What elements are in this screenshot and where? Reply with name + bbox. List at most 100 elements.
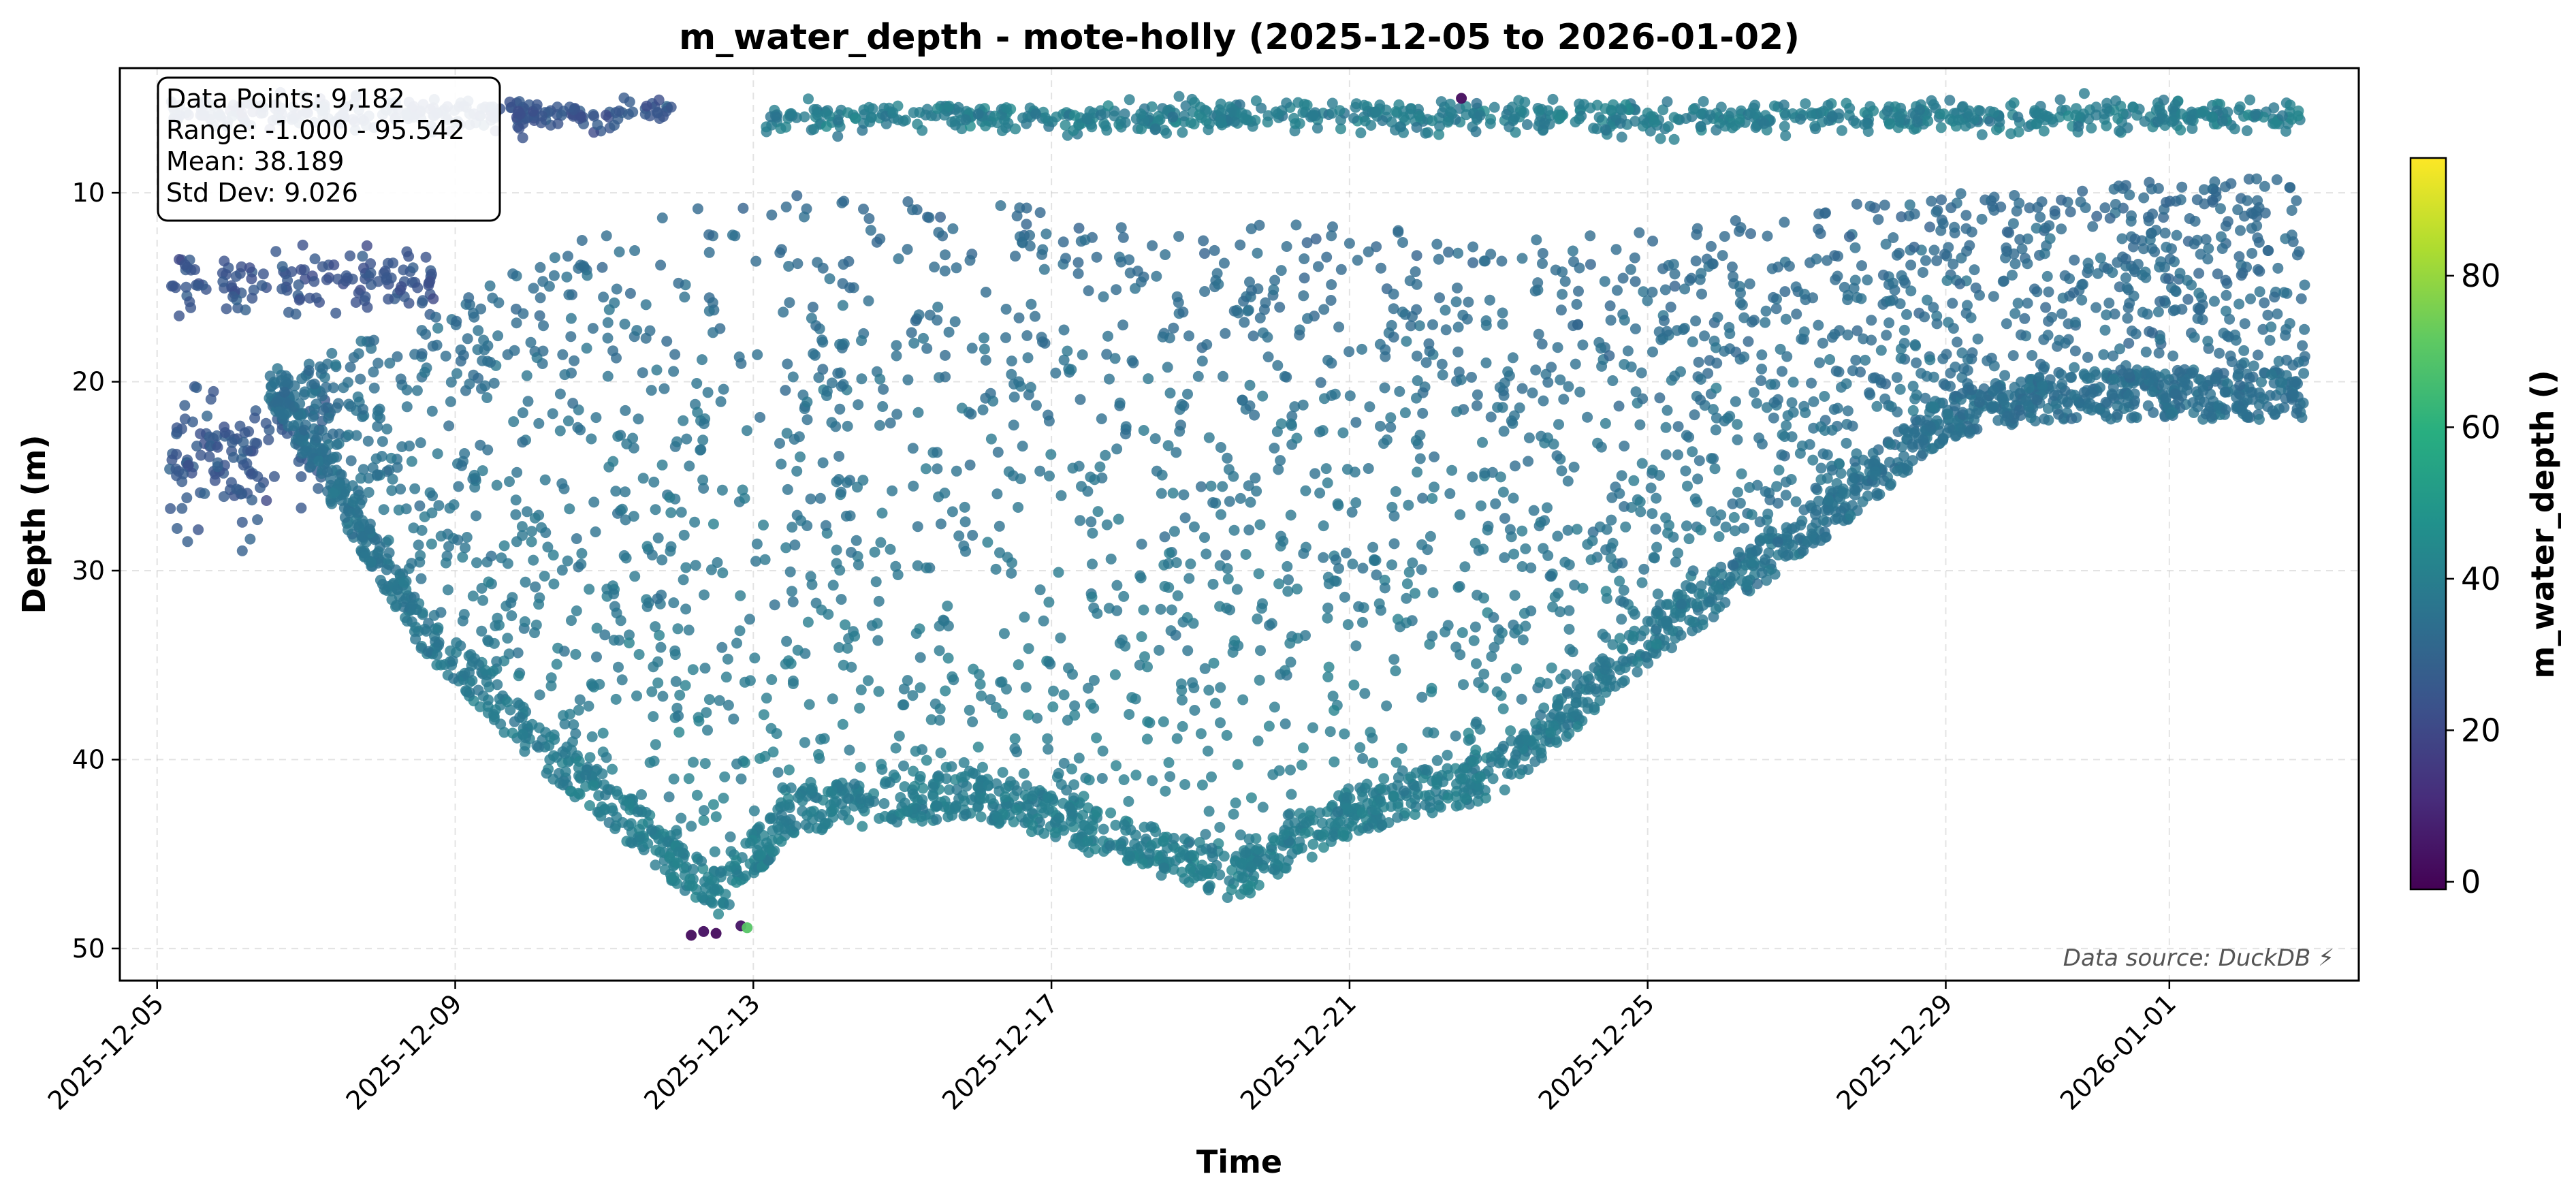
data-point bbox=[863, 102, 874, 113]
data-point bbox=[1208, 579, 1219, 590]
data-point bbox=[806, 313, 817, 323]
data-point bbox=[2091, 211, 2102, 222]
data-point bbox=[1355, 127, 1366, 138]
data-point bbox=[1524, 432, 1535, 443]
data-point bbox=[552, 118, 563, 129]
data-point bbox=[1694, 455, 1705, 466]
data-point bbox=[1214, 822, 1225, 833]
data-point bbox=[1719, 346, 1730, 357]
data-point bbox=[2100, 325, 2111, 336]
data-point bbox=[1717, 250, 1728, 261]
data-point bbox=[2193, 268, 2204, 279]
data-point bbox=[2208, 197, 2219, 208]
data-point bbox=[247, 494, 257, 505]
data-point bbox=[708, 799, 719, 810]
data-point bbox=[592, 623, 603, 634]
data-point bbox=[631, 325, 642, 336]
data-point bbox=[1286, 418, 1297, 429]
data-point bbox=[1103, 100, 1114, 111]
data-point bbox=[832, 131, 843, 142]
data-point bbox=[1215, 442, 1226, 453]
data-point bbox=[1908, 381, 1919, 392]
data-point bbox=[1412, 466, 1422, 477]
data-point bbox=[1118, 232, 1129, 243]
data-point bbox=[960, 114, 971, 125]
data-point bbox=[2087, 221, 2098, 232]
data-point bbox=[1200, 549, 1211, 560]
data-point bbox=[1714, 531, 1725, 542]
data-point bbox=[1444, 488, 1455, 499]
data-point bbox=[212, 442, 223, 453]
data-point bbox=[1761, 306, 1772, 317]
data-point bbox=[2233, 104, 2244, 115]
data-point bbox=[1616, 104, 1627, 115]
data-point bbox=[255, 482, 266, 493]
data-point bbox=[2005, 128, 2016, 139]
data-point bbox=[695, 445, 705, 456]
data-point bbox=[818, 458, 829, 469]
data-point bbox=[1245, 380, 1256, 391]
data-point bbox=[1977, 129, 1988, 140]
data-point bbox=[1044, 471, 1055, 481]
data-point bbox=[1160, 581, 1171, 592]
data-point bbox=[586, 434, 597, 445]
data-point bbox=[1920, 255, 1931, 266]
data-point bbox=[1841, 438, 1852, 449]
data-point bbox=[1811, 253, 1822, 264]
data-point bbox=[1325, 726, 1336, 737]
data-point bbox=[816, 809, 827, 820]
data-point bbox=[1673, 421, 1684, 432]
data-point bbox=[276, 283, 287, 294]
data-point bbox=[708, 519, 719, 530]
data-point bbox=[2014, 197, 2024, 208]
data-point bbox=[1696, 121, 1706, 132]
data-point bbox=[559, 646, 570, 656]
data-point bbox=[788, 372, 799, 383]
data-point bbox=[1347, 558, 1358, 569]
data-point bbox=[1498, 703, 1509, 714]
data-point bbox=[1092, 608, 1102, 619]
data-point bbox=[1591, 123, 1602, 134]
data-point bbox=[2154, 348, 2165, 359]
data-point bbox=[1177, 695, 1188, 706]
data-point bbox=[781, 636, 792, 647]
data-point bbox=[1135, 108, 1146, 119]
data-point bbox=[878, 384, 889, 395]
data-point bbox=[2016, 330, 2026, 340]
data-point bbox=[1040, 229, 1051, 240]
data-point bbox=[603, 333, 614, 344]
data-point bbox=[902, 375, 913, 385]
data-point bbox=[1634, 227, 1644, 238]
data-point bbox=[932, 463, 942, 474]
data-point bbox=[1563, 476, 1574, 487]
data-point bbox=[980, 121, 991, 131]
data-point bbox=[1708, 259, 1719, 270]
data-point bbox=[1077, 810, 1088, 821]
data-point bbox=[1422, 765, 1433, 776]
data-point bbox=[1165, 387, 1176, 398]
data-point bbox=[702, 725, 713, 735]
data-point bbox=[1045, 659, 1055, 669]
data-point bbox=[782, 484, 793, 495]
data-point bbox=[1882, 106, 1893, 116]
data-point bbox=[597, 262, 608, 273]
data-point bbox=[1179, 834, 1190, 844]
data-point bbox=[180, 259, 191, 270]
data-point bbox=[1203, 685, 1214, 696]
data-point bbox=[1009, 392, 1020, 402]
data-point bbox=[346, 456, 357, 466]
data-point bbox=[699, 590, 710, 601]
data-point bbox=[1517, 383, 1528, 394]
data-point bbox=[1611, 244, 1622, 255]
data-point bbox=[806, 494, 816, 505]
data-point bbox=[1896, 270, 1907, 281]
data-point bbox=[1600, 276, 1610, 287]
data-point bbox=[2090, 302, 2101, 313]
data-point bbox=[559, 369, 570, 380]
data-point bbox=[1436, 96, 1447, 107]
data-point bbox=[821, 108, 832, 119]
data-point bbox=[941, 762, 952, 773]
data-point bbox=[1060, 253, 1071, 264]
data-point bbox=[1680, 466, 1691, 477]
data-point bbox=[1354, 742, 1365, 753]
